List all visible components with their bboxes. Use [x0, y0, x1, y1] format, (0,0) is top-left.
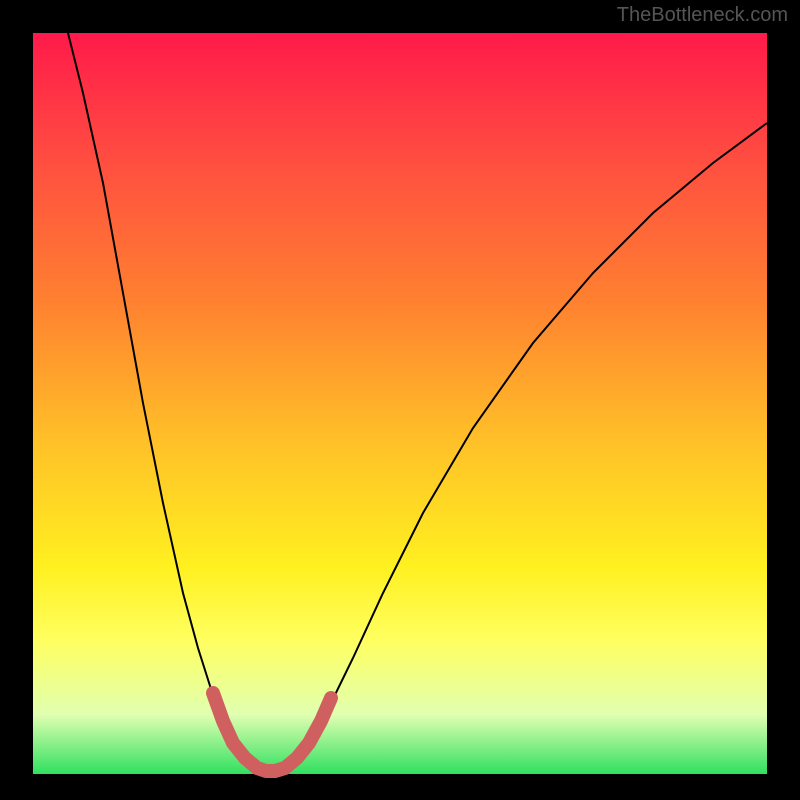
bottleneck-curve	[68, 33, 767, 770]
optimal-range-marker	[213, 693, 331, 771]
chart-curve-layer	[0, 0, 800, 800]
watermark-text: TheBottleneck.com	[617, 4, 788, 27]
